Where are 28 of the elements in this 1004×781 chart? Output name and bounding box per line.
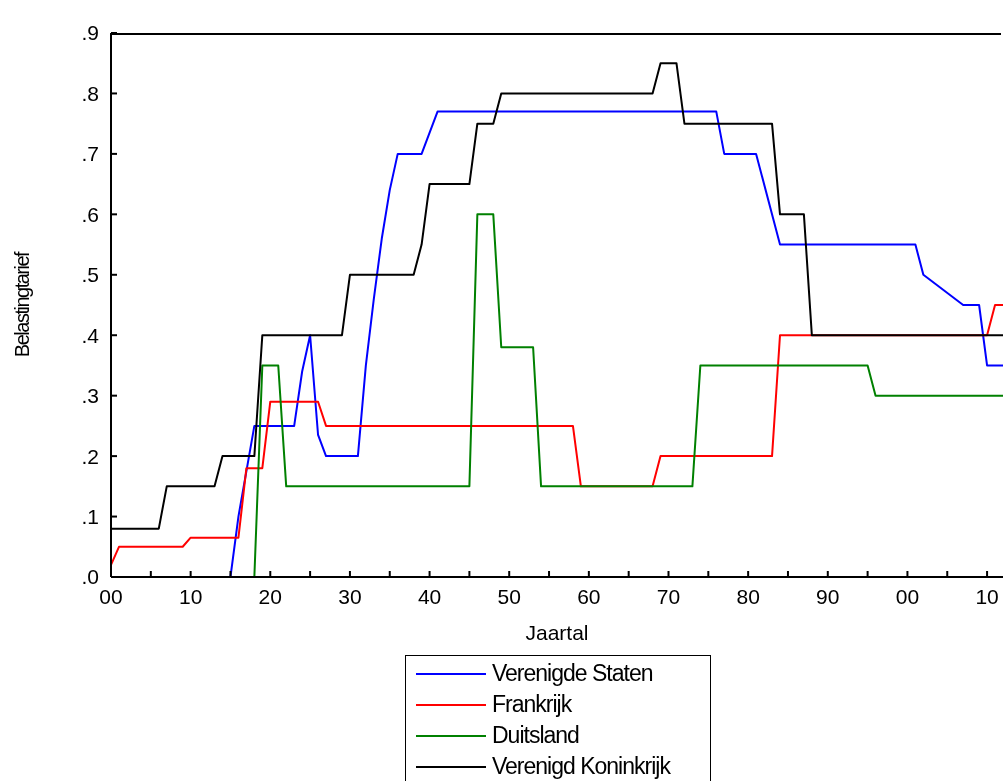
y-tick-label: .2 [81, 444, 99, 468]
x-tick-label: 10 [178, 584, 203, 608]
x-tick-label: 10 [975, 584, 999, 608]
x-tick-label: 70 [656, 584, 681, 608]
x-tick-label: 40 [417, 584, 442, 608]
x-tick-label: 00 [99, 584, 123, 608]
y-tick-label: .0 [81, 565, 99, 589]
x-tick-label: 50 [497, 584, 521, 608]
y-tick-label: .6 [81, 202, 99, 226]
x-tick-label: 00 [895, 584, 920, 608]
legend-label: Verenigd Koninkrijk [492, 753, 670, 780]
x-tick-label: 60 [577, 584, 601, 608]
legend-label: Frankrijk [492, 691, 572, 718]
x-tick-label: 90 [816, 584, 840, 608]
y-axis-title: Belastingtarief [10, 252, 34, 358]
x-tick-label: 80 [736, 584, 760, 608]
x-tick-label: 30 [338, 584, 362, 608]
x-axis-title: Jaartal [525, 621, 589, 645]
legend-label: Duitsland [492, 722, 579, 749]
y-tick-label: .1 [81, 505, 99, 529]
y-tick-label: .3 [81, 384, 99, 408]
y-tick-label: .5 [81, 263, 99, 287]
y-tick-label: .9 [81, 21, 99, 45]
y-tick-label: .7 [81, 142, 99, 166]
legend-label: Verenigde Staten [492, 660, 653, 687]
y-tick-label: .4 [81, 323, 100, 347]
y-tick-label: .8 [81, 81, 99, 105]
x-tick-label: 20 [258, 584, 282, 608]
